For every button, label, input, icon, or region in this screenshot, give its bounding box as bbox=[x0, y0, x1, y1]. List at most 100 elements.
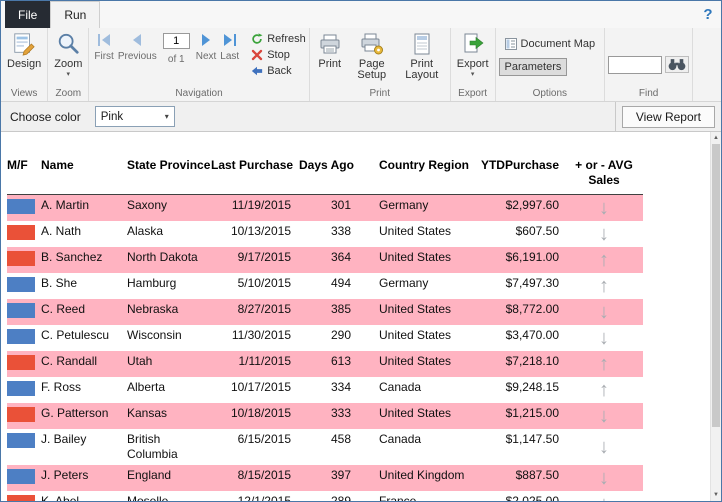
cell-country-region: Germany bbox=[379, 276, 429, 290]
refresh-button[interactable]: Refresh bbox=[251, 33, 306, 45]
cell-country-region: Canada bbox=[379, 432, 422, 446]
print-group: Print Page Setup Print Layout Print bbox=[310, 28, 451, 101]
scroll-up-icon[interactable]: ▲ bbox=[713, 135, 719, 141]
document-map-icon bbox=[504, 38, 517, 50]
cell-avg-sales-trend: ↓ bbox=[565, 299, 643, 325]
cell-state-province: England bbox=[127, 468, 172, 482]
cell-state-province: North Dakota bbox=[127, 250, 198, 264]
cell-state-province: Hamburg bbox=[127, 276, 177, 290]
design-button[interactable]: Design bbox=[4, 30, 44, 72]
report-table: M/F Name State Province Last Purchase Days A… bbox=[7, 158, 643, 501]
parameters-toggle[interactable]: Parameters bbox=[498, 58, 568, 76]
cell-name: A. Martin bbox=[41, 198, 90, 212]
cell-name: C. Reed bbox=[41, 302, 86, 316]
cell-mf bbox=[7, 299, 41, 325]
cell-mf bbox=[7, 377, 41, 403]
last-page-button[interactable]: Last bbox=[218, 30, 241, 62]
color-select-value: Pink bbox=[100, 110, 124, 123]
table-row: A. Nath Alaska 10/13/2015 338 United States $… bbox=[7, 221, 643, 247]
trend-down-arrow-icon: ↓ bbox=[599, 326, 609, 349]
cell-days-ago: 338 bbox=[330, 224, 351, 238]
printer-icon bbox=[318, 32, 342, 56]
page-setup-button-label: Page Setup bbox=[357, 58, 387, 81]
back-button[interactable]: Back bbox=[251, 65, 306, 77]
cell-mf bbox=[7, 325, 41, 351]
cell-avg-sales-trend: ↑ bbox=[565, 273, 643, 299]
help-icon[interactable]: ? bbox=[703, 6, 713, 23]
print-button[interactable]: Print bbox=[313, 30, 347, 72]
cell-ytd-purchase: $8,772.00 bbox=[505, 302, 559, 316]
cell-last-purchase: 12/1/2015 bbox=[237, 494, 291, 501]
cell-state-province: British Columbia bbox=[127, 432, 178, 461]
options-group: Document Map Parameters Options bbox=[496, 28, 606, 101]
cell-avg-sales-trend: ↑ bbox=[565, 351, 643, 377]
cell-mf bbox=[7, 273, 41, 299]
back-arrow-icon bbox=[251, 65, 263, 77]
table-row: K. Abel Moselle 12/1/2015 289 France $2,025.0… bbox=[7, 491, 643, 501]
cell-name: J. Peters bbox=[41, 468, 89, 482]
table-row: C. Petulescu Wisconsin 11/30/2015 290 United… bbox=[7, 325, 643, 351]
cell-state-province: Alberta bbox=[127, 380, 166, 394]
cell-last-purchase: 9/17/2015 bbox=[237, 250, 291, 264]
cell-country-region: United States bbox=[379, 406, 452, 420]
scrollbar-thumb[interactable] bbox=[712, 144, 720, 427]
zoom-button[interactable]: Zoom ▾ bbox=[51, 30, 85, 80]
print-layout-button-label: Print Layout bbox=[405, 58, 439, 81]
export-group-label: Export bbox=[458, 88, 488, 99]
cell-last-purchase: 11/19/2015 bbox=[231, 198, 291, 212]
print-layout-icon bbox=[410, 32, 434, 56]
table-row: C. Reed Nebraska 8/27/2015 385 United States… bbox=[7, 299, 643, 325]
view-report-button[interactable]: View Report bbox=[621, 105, 715, 128]
page-number-input[interactable] bbox=[162, 33, 190, 49]
cell-country-region: Germany bbox=[379, 198, 429, 212]
column-header-trend: + or - AVG Sales bbox=[565, 158, 643, 195]
tab-run[interactable]: Run bbox=[50, 1, 101, 28]
stop-button[interactable]: Stop bbox=[251, 49, 306, 61]
design-button-label: Design bbox=[7, 58, 42, 70]
column-header-state: State Province bbox=[127, 158, 211, 195]
document-map-toggle[interactable]: Document Map bbox=[499, 35, 602, 53]
column-header-ytd: YTDPurchase bbox=[475, 158, 565, 195]
page-setup-button[interactable]: Page Setup bbox=[347, 30, 397, 83]
stop-label: Stop bbox=[267, 49, 290, 61]
export-group: Export ▾ Export bbox=[451, 28, 496, 101]
cell-days-ago: 613 bbox=[330, 354, 351, 368]
cell-last-purchase: 10/13/2015 bbox=[230, 224, 291, 238]
report-table-body: A. Martin Saxony 11/19/2015 301 Germany $2,99… bbox=[7, 194, 643, 501]
magnifier-icon bbox=[56, 32, 80, 56]
find-button[interactable] bbox=[665, 56, 690, 73]
print-layout-button[interactable]: Print Layout bbox=[397, 30, 447, 83]
scroll-down-icon[interactable]: ▼ bbox=[713, 492, 719, 498]
mf-red-swatch bbox=[7, 407, 35, 422]
scrollbar-track[interactable] bbox=[711, 144, 721, 489]
find-group-label: Find bbox=[638, 88, 659, 99]
mf-blue-swatch bbox=[7, 469, 35, 484]
previous-page-label: Previous bbox=[117, 51, 157, 62]
chevron-down-icon: ▾ bbox=[164, 112, 169, 121]
cell-avg-sales-trend: ↓ bbox=[565, 325, 643, 351]
cell-ytd-purchase: $7,497.30 bbox=[505, 276, 559, 290]
mf-red-swatch bbox=[7, 251, 35, 266]
cell-days-ago: 333 bbox=[330, 406, 351, 420]
export-button[interactable]: Export ▾ bbox=[454, 30, 492, 80]
cell-last-purchase: 11/30/2015 bbox=[231, 328, 291, 342]
trend-up-arrow-icon: ↑ bbox=[599, 378, 609, 401]
refresh-icon bbox=[251, 33, 263, 45]
cell-last-purchase: 10/17/2015 bbox=[230, 380, 291, 394]
chevron-down-icon: ▾ bbox=[470, 71, 475, 78]
column-header-name: Name bbox=[41, 158, 127, 195]
next-page-button[interactable]: Next bbox=[194, 30, 219, 62]
cell-days-ago: 290 bbox=[330, 328, 351, 342]
cell-country-region: Canada bbox=[379, 380, 422, 394]
color-select[interactable]: Pink ▾ bbox=[94, 106, 175, 127]
first-page-icon bbox=[95, 33, 113, 47]
find-input[interactable] bbox=[608, 55, 663, 74]
previous-page-button[interactable]: Previous bbox=[116, 30, 159, 62]
vertical-scrollbar[interactable]: ▲ ▼ bbox=[710, 132, 721, 501]
mf-blue-swatch bbox=[7, 329, 35, 344]
tab-file[interactable]: File bbox=[5, 1, 51, 28]
mf-blue-swatch bbox=[7, 381, 35, 396]
first-page-button[interactable]: First bbox=[92, 30, 115, 62]
cell-mf bbox=[7, 429, 41, 465]
trend-up-arrow-icon: ↑ bbox=[599, 248, 609, 271]
